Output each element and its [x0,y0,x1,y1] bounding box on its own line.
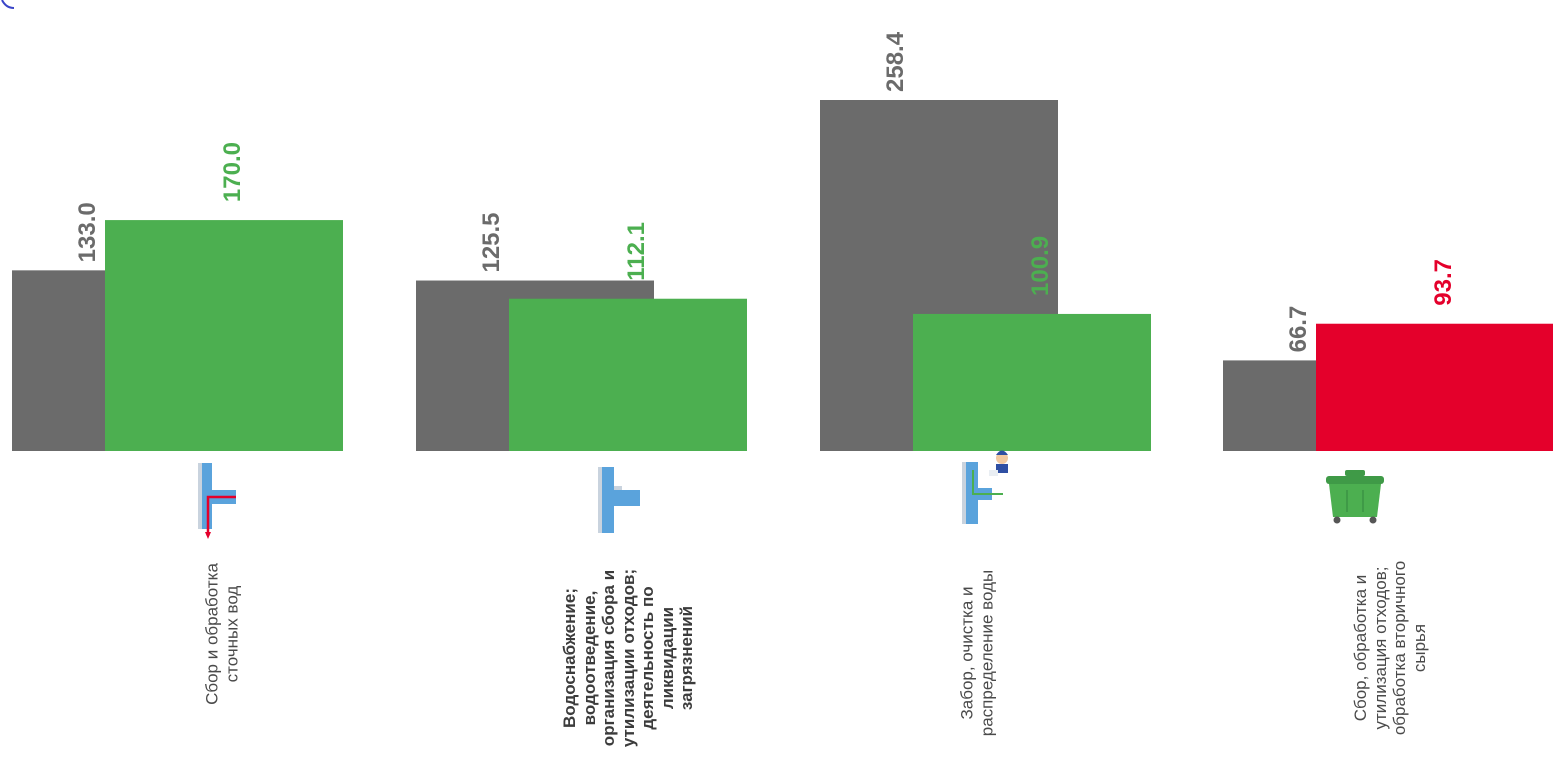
bar-series2-1 [105,220,343,451]
bar-series2-4 [1316,323,1553,451]
bar-series2-2 [509,298,747,451]
value-label-series2-1: 170.0 [219,142,246,202]
value-label-series1-3: 258.4 [882,31,909,92]
bin-lid [1326,476,1384,484]
pipe-worker-icon [962,450,1008,524]
value-label-series2-3: 100.9 [1027,236,1054,296]
bar-series2-3 [913,313,1151,451]
value-label-series2-2: 112.1 [623,222,650,281]
pipe-vertical [602,467,614,533]
trash-bin-icon [1326,470,1384,524]
flow-arrow-head [205,532,211,539]
pipe-tee-icon [598,467,640,533]
bin-body [1329,484,1381,517]
bin-wheel-2 [1369,516,1377,524]
pipe-red-flow-icon [198,463,236,539]
pipe-branch [614,490,640,506]
category-label-4: Сбор, обработка и утилизация отходов; об… [1351,560,1429,736]
pipe-wall [962,462,966,524]
value-label-series1-2: 125.5 [478,212,505,272]
flow-line [972,470,1003,495]
pipe-wall [598,467,602,533]
value-label-series2-4: 93.7 [1430,259,1457,306]
corner-mark [1,0,15,9]
value-label-series1-1: 133.0 [74,202,101,262]
worker-body [996,464,1008,473]
worker-cap [996,450,1008,455]
pipe-wall [198,463,202,529]
category-label-1: Сбор и обработка сточных вод [202,563,242,705]
bin-wheel-1 [1333,516,1341,524]
flow-arrow [206,495,236,536]
category-label-2: Водоснабжение; водоотведение, организаци… [559,568,696,748]
worker-paper [989,470,998,476]
pipe-wall-top [614,486,622,490]
category-label-3: Забор, очистка и распределение воды [957,569,997,737]
value-label-series1-4: 66.7 [1285,306,1312,353]
bin-handle [1345,470,1365,476]
